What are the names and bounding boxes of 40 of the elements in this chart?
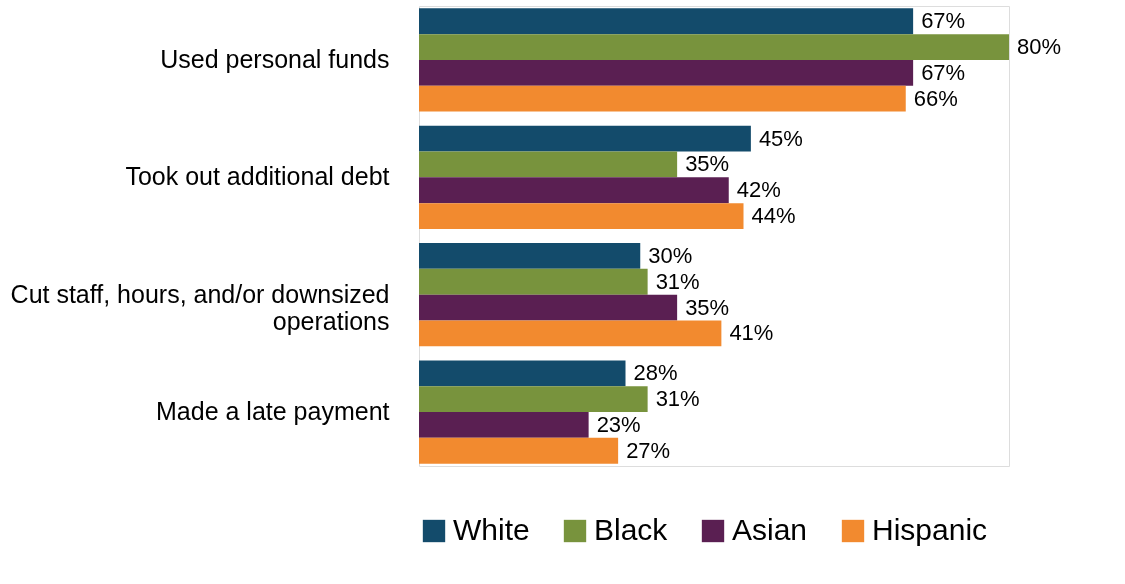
bar (419, 320, 722, 347)
data-label: 31% (655, 268, 700, 294)
data-label: 67% (921, 59, 966, 85)
legend-label: White (453, 513, 530, 546)
bar (419, 151, 678, 178)
bar (419, 243, 641, 269)
bar (419, 412, 589, 438)
bar (419, 360, 626, 387)
bar (419, 177, 729, 204)
bar (419, 125, 751, 152)
y-tick-label: Used personal funds (160, 44, 390, 73)
legend-label: Asian (732, 513, 808, 546)
data-label: 80% (1017, 34, 1062, 60)
data-label: 31% (655, 386, 700, 412)
y-tick-label: Cut staff, hours, and/or downsized operations (10, 279, 390, 335)
legend-label: Black (594, 513, 669, 546)
bar (419, 85, 906, 112)
data-label: 30% (648, 242, 693, 268)
data-label: 27% (626, 437, 671, 463)
legend-label: Hispanic (872, 513, 988, 546)
bar (419, 386, 648, 413)
bar (419, 8, 914, 35)
y-tick-label: Made a late payment (156, 397, 390, 426)
bar (419, 268, 648, 295)
bar (419, 34, 1009, 60)
data-label: 66% (913, 85, 958, 111)
bar (419, 59, 914, 86)
data-label: 23% (596, 411, 641, 437)
data-label: 44% (751, 203, 796, 229)
y-tick-label: Took out additional debt (125, 162, 390, 191)
data-label: 45% (758, 125, 803, 151)
data-label: 35% (685, 294, 730, 320)
data-label: 42% (736, 177, 781, 203)
data-label: 35% (685, 151, 730, 177)
bar (419, 294, 678, 321)
bar (419, 203, 744, 229)
data-label: 28% (633, 360, 678, 386)
data-label: 41% (729, 320, 774, 346)
data-label: 67% (921, 8, 966, 34)
bar (419, 437, 619, 464)
